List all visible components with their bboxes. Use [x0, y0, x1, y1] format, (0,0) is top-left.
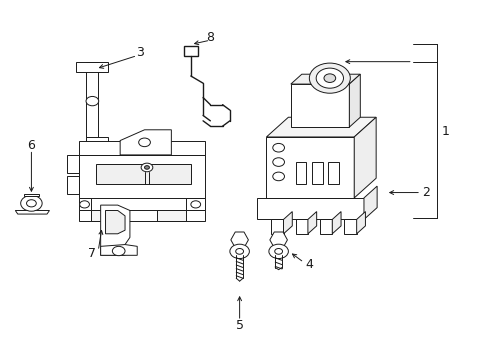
- Circle shape: [26, 200, 36, 207]
- Polygon shape: [101, 205, 130, 255]
- Polygon shape: [79, 211, 205, 221]
- Polygon shape: [307, 212, 316, 234]
- Circle shape: [20, 195, 42, 211]
- Polygon shape: [348, 74, 360, 127]
- Text: 7: 7: [88, 247, 96, 260]
- Polygon shape: [283, 212, 292, 234]
- Circle shape: [316, 68, 343, 88]
- Polygon shape: [269, 232, 287, 248]
- Polygon shape: [105, 211, 125, 234]
- Circle shape: [141, 163, 153, 172]
- Polygon shape: [353, 117, 375, 198]
- Polygon shape: [266, 137, 353, 198]
- Polygon shape: [320, 220, 331, 234]
- Polygon shape: [271, 220, 283, 234]
- Bar: [311, 162, 322, 184]
- Bar: [96, 164, 190, 184]
- Polygon shape: [363, 186, 376, 220]
- Polygon shape: [86, 137, 108, 151]
- Circle shape: [309, 63, 349, 93]
- Polygon shape: [66, 155, 79, 173]
- Polygon shape: [101, 244, 137, 255]
- Circle shape: [190, 201, 200, 208]
- Circle shape: [86, 96, 99, 106]
- Polygon shape: [290, 74, 360, 84]
- Polygon shape: [79, 140, 205, 155]
- Polygon shape: [86, 62, 98, 137]
- Circle shape: [272, 158, 284, 166]
- Polygon shape: [24, 194, 39, 197]
- Text: 3: 3: [136, 46, 143, 59]
- Text: 1: 1: [441, 125, 449, 138]
- Polygon shape: [256, 198, 363, 220]
- Polygon shape: [15, 211, 49, 214]
- Polygon shape: [230, 232, 248, 248]
- Circle shape: [235, 248, 243, 254]
- Polygon shape: [331, 212, 340, 234]
- Circle shape: [229, 244, 249, 258]
- Polygon shape: [79, 198, 91, 211]
- Circle shape: [272, 143, 284, 152]
- Polygon shape: [295, 220, 307, 234]
- Bar: [327, 162, 338, 184]
- Polygon shape: [356, 212, 365, 234]
- Circle shape: [272, 172, 284, 181]
- Text: 6: 6: [27, 139, 35, 152]
- Circle shape: [139, 138, 150, 147]
- Polygon shape: [76, 62, 108, 72]
- Polygon shape: [86, 151, 120, 169]
- Polygon shape: [79, 155, 205, 198]
- Bar: [91, 211, 120, 221]
- Circle shape: [324, 74, 335, 82]
- Circle shape: [80, 201, 89, 208]
- Polygon shape: [344, 220, 356, 234]
- Bar: [157, 211, 185, 221]
- Circle shape: [112, 246, 125, 256]
- Polygon shape: [66, 176, 79, 194]
- Polygon shape: [266, 117, 375, 137]
- Text: 4: 4: [305, 258, 313, 271]
- Text: 8: 8: [206, 31, 214, 44]
- Polygon shape: [185, 198, 205, 211]
- Circle shape: [268, 244, 288, 258]
- Text: 5: 5: [235, 319, 243, 332]
- Polygon shape: [290, 84, 348, 127]
- Polygon shape: [183, 45, 198, 56]
- Circle shape: [144, 166, 149, 169]
- Polygon shape: [120, 130, 171, 155]
- Circle shape: [274, 248, 282, 254]
- Text: 2: 2: [422, 186, 429, 199]
- Bar: [295, 162, 306, 184]
